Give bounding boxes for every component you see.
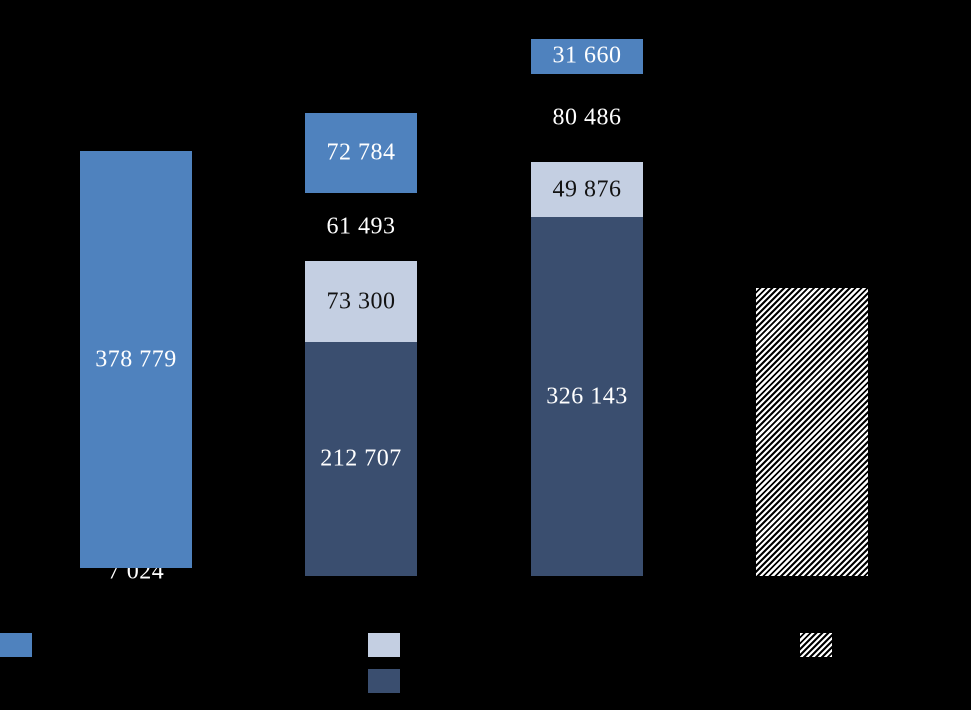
bar-value-label: 80 486 xyxy=(552,104,622,131)
bar-value-label: 326 143 xyxy=(546,383,628,409)
bar-value-label: 212 707 xyxy=(320,445,402,472)
bar-segment-light-blue xyxy=(305,261,417,342)
bar-segment-navy xyxy=(305,341,417,576)
bar-value-label: 49 876 xyxy=(552,176,622,203)
bar-value-label: 73 300 xyxy=(326,288,396,315)
bar-value-label: 61 493 xyxy=(326,213,396,240)
bar-segment-blue xyxy=(305,113,417,194)
bar-value-label: 31 660 xyxy=(552,42,622,69)
bar-segment-blue xyxy=(531,38,643,74)
bar-segment-light-blue xyxy=(531,162,643,217)
bar-segment-hatched xyxy=(756,287,868,576)
bar-segment-navy xyxy=(531,217,643,576)
bar-value-label: 378 779 xyxy=(95,346,177,373)
bar-segment-blue xyxy=(80,151,192,569)
bar-value-label: 72 784 xyxy=(326,139,396,166)
